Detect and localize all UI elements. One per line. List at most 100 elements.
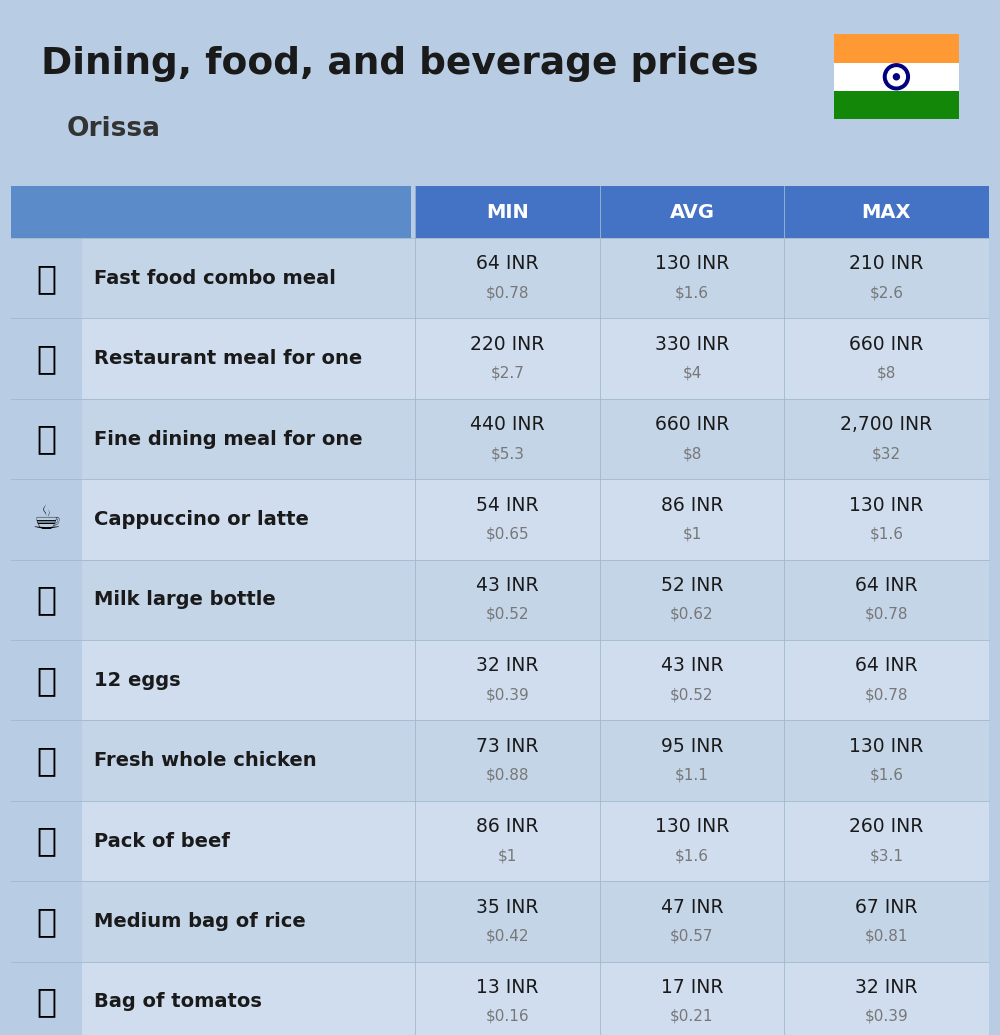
Circle shape	[893, 73, 899, 80]
Text: 67 INR: 67 INR	[855, 897, 918, 917]
Text: MAX: MAX	[862, 203, 911, 221]
Text: Bag of tomatos: Bag of tomatos	[94, 993, 262, 1011]
FancyBboxPatch shape	[11, 881, 989, 962]
Text: $0.88: $0.88	[486, 768, 529, 782]
FancyBboxPatch shape	[11, 720, 989, 801]
FancyBboxPatch shape	[11, 238, 82, 319]
Text: Fast food combo meal: Fast food combo meal	[94, 269, 336, 288]
Text: 🐔: 🐔	[37, 744, 57, 777]
FancyBboxPatch shape	[11, 479, 989, 560]
Text: $4: $4	[682, 365, 702, 381]
Text: 130 INR: 130 INR	[655, 817, 729, 836]
Text: $1.1: $1.1	[675, 768, 709, 782]
Text: $0.57: $0.57	[670, 928, 714, 944]
Text: $1.6: $1.6	[675, 286, 709, 300]
Text: $0.16: $0.16	[486, 1009, 529, 1024]
FancyBboxPatch shape	[11, 801, 989, 881]
FancyBboxPatch shape	[834, 63, 959, 91]
Text: 440 INR: 440 INR	[470, 415, 545, 434]
Text: 🍽: 🍽	[37, 422, 57, 455]
FancyBboxPatch shape	[11, 801, 82, 881]
Text: 52 INR: 52 INR	[661, 575, 723, 595]
Text: $8: $8	[877, 365, 896, 381]
Text: $0.52: $0.52	[486, 607, 529, 622]
Text: 🍳: 🍳	[37, 343, 57, 376]
Text: 86 INR: 86 INR	[661, 496, 723, 514]
Text: $0.42: $0.42	[486, 928, 529, 944]
FancyBboxPatch shape	[11, 186, 411, 238]
Text: $0.21: $0.21	[670, 1009, 714, 1024]
Text: $3.1: $3.1	[869, 848, 903, 863]
Text: $1: $1	[498, 848, 517, 863]
Text: 130 INR: 130 INR	[849, 737, 924, 756]
Text: $1.6: $1.6	[675, 848, 709, 863]
Text: $0.62: $0.62	[670, 607, 714, 622]
Text: $2.6: $2.6	[869, 286, 903, 300]
Text: AVG: AVG	[669, 203, 714, 221]
FancyBboxPatch shape	[11, 640, 82, 720]
Text: $0.81: $0.81	[865, 928, 908, 944]
Text: MIN: MIN	[486, 203, 529, 221]
Text: 660 INR: 660 INR	[655, 415, 729, 434]
FancyBboxPatch shape	[11, 398, 989, 479]
FancyBboxPatch shape	[11, 398, 82, 479]
Text: 🥛: 🥛	[37, 584, 57, 617]
Text: 660 INR: 660 INR	[849, 334, 924, 354]
Circle shape	[883, 64, 909, 90]
FancyBboxPatch shape	[11, 238, 989, 319]
Text: 🍚: 🍚	[37, 905, 57, 938]
Text: 210 INR: 210 INR	[849, 255, 924, 273]
FancyBboxPatch shape	[834, 34, 959, 63]
Text: 54 INR: 54 INR	[476, 496, 539, 514]
FancyBboxPatch shape	[11, 962, 82, 1035]
Text: 95 INR: 95 INR	[661, 737, 723, 756]
Text: $1.6: $1.6	[869, 768, 903, 782]
FancyBboxPatch shape	[11, 560, 82, 640]
Text: Fine dining meal for one: Fine dining meal for one	[94, 430, 363, 448]
FancyBboxPatch shape	[834, 91, 959, 119]
Text: 43 INR: 43 INR	[661, 656, 723, 675]
Text: Dining, food, and beverage prices: Dining, food, and beverage prices	[41, 47, 759, 83]
Text: 13 INR: 13 INR	[476, 978, 539, 997]
Text: $0.52: $0.52	[670, 687, 714, 703]
Text: 32 INR: 32 INR	[855, 978, 918, 997]
Text: 32 INR: 32 INR	[476, 656, 539, 675]
Text: 64 INR: 64 INR	[855, 656, 918, 675]
Text: $0.39: $0.39	[486, 687, 529, 703]
Text: Pack of beef: Pack of beef	[94, 831, 230, 851]
Text: Medium bag of rice: Medium bag of rice	[94, 912, 306, 932]
Text: 130 INR: 130 INR	[655, 255, 729, 273]
Text: 130 INR: 130 INR	[849, 496, 924, 514]
Text: $2.7: $2.7	[491, 365, 524, 381]
Text: 330 INR: 330 INR	[655, 334, 729, 354]
Text: 2,700 INR: 2,700 INR	[840, 415, 933, 434]
Text: $0.78: $0.78	[865, 687, 908, 703]
Text: $0.78: $0.78	[865, 607, 908, 622]
FancyBboxPatch shape	[11, 881, 82, 962]
Text: 35 INR: 35 INR	[476, 897, 539, 917]
FancyBboxPatch shape	[11, 479, 82, 560]
Text: Cappuccino or latte: Cappuccino or latte	[94, 510, 309, 529]
FancyBboxPatch shape	[11, 319, 82, 398]
Text: 47 INR: 47 INR	[661, 897, 723, 917]
FancyBboxPatch shape	[11, 319, 989, 398]
Text: 260 INR: 260 INR	[849, 817, 924, 836]
Text: $32: $32	[872, 446, 901, 461]
Text: $1: $1	[682, 527, 702, 541]
Text: Orissa: Orissa	[66, 116, 160, 142]
Text: 64 INR: 64 INR	[855, 575, 918, 595]
Text: 12 eggs: 12 eggs	[94, 671, 181, 689]
FancyBboxPatch shape	[11, 720, 82, 801]
Text: 🥚: 🥚	[37, 663, 57, 697]
Text: 17 INR: 17 INR	[661, 978, 723, 997]
FancyBboxPatch shape	[11, 962, 989, 1035]
Text: Restaurant meal for one: Restaurant meal for one	[94, 349, 362, 368]
FancyBboxPatch shape	[415, 186, 989, 238]
FancyBboxPatch shape	[11, 640, 989, 720]
Text: 🍅: 🍅	[37, 985, 57, 1018]
Text: 86 INR: 86 INR	[476, 817, 539, 836]
Text: 220 INR: 220 INR	[470, 334, 545, 354]
Text: 🥩: 🥩	[37, 825, 57, 858]
Text: 🍔: 🍔	[37, 262, 57, 295]
Text: 43 INR: 43 INR	[476, 575, 539, 595]
